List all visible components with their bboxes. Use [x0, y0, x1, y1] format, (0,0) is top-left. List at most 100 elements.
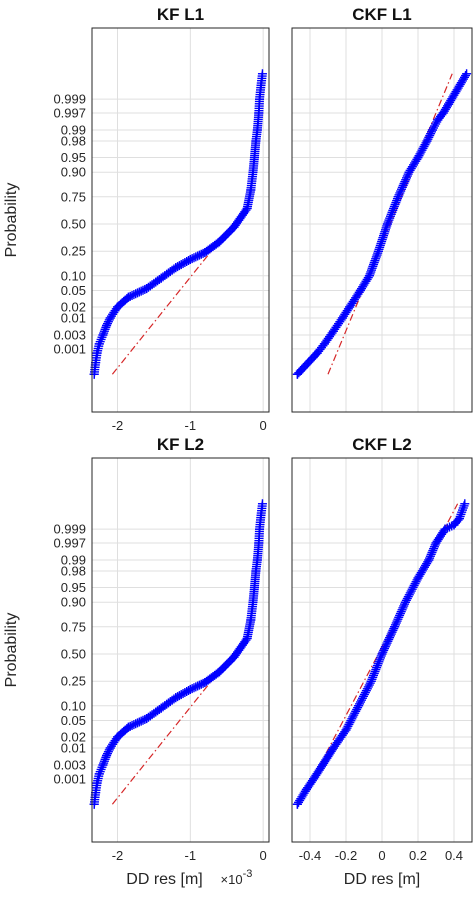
data-point	[98, 760, 108, 770]
data-marker	[387, 207, 397, 217]
x-tick-label: 0	[260, 418, 267, 433]
data-point	[229, 222, 239, 232]
y-tick-label: 0.10	[61, 268, 86, 283]
data-marker	[385, 213, 395, 223]
x-axis-label: DD res [m]	[344, 871, 420, 888]
data-point	[319, 339, 329, 349]
data-point	[373, 246, 383, 256]
data-marker	[459, 501, 469, 511]
data-point	[185, 254, 195, 264]
data-marker	[399, 601, 409, 611]
data-marker	[374, 657, 384, 667]
x-tick-label: -2	[112, 848, 124, 863]
data-point	[102, 320, 112, 330]
data-point	[156, 273, 166, 283]
data-marker	[391, 198, 401, 208]
data-marker	[102, 749, 112, 759]
x-tick-label: -2	[112, 418, 124, 433]
data-marker	[348, 712, 358, 722]
data-marker	[388, 205, 398, 215]
y-tick-label: 0.001	[53, 341, 86, 356]
panel-ckf-l1: CKF L1	[291, 5, 473, 413]
data-marker	[425, 553, 435, 563]
axes-frame	[291, 27, 473, 413]
data-marker	[396, 186, 406, 196]
data-marker	[392, 194, 402, 204]
data-marker	[386, 209, 396, 219]
data-marker	[102, 319, 112, 329]
data-marker	[397, 605, 407, 615]
data-point	[400, 597, 410, 607]
data-marker	[99, 326, 109, 336]
data-marker	[406, 586, 416, 596]
data-marker	[375, 653, 385, 663]
data-marker	[376, 651, 386, 661]
data-marker	[369, 670, 379, 680]
data-point	[292, 799, 302, 809]
data-point	[393, 192, 403, 202]
data-point	[355, 285, 365, 295]
data-point	[382, 219, 392, 229]
data-marker	[368, 672, 378, 682]
data-point	[438, 108, 448, 118]
y-tick-label: 0.001	[53, 771, 86, 786]
data-point	[444, 99, 454, 109]
y-tick-label: 0.98	[61, 134, 86, 149]
data-point	[257, 69, 267, 79]
y-tick-label: 0.95	[61, 580, 86, 595]
panel-title: CKF L2	[352, 435, 412, 454]
y-axis-label: Probability	[3, 183, 20, 258]
data-point	[105, 313, 115, 323]
data-marker	[383, 217, 393, 227]
data-point	[462, 69, 472, 79]
data-series	[89, 69, 267, 379]
x-axis-label: DD res [m]	[126, 871, 202, 888]
y-tick-label: 0.997	[53, 535, 86, 550]
data-marker	[100, 324, 110, 334]
y-tick-label: 0.99	[61, 553, 86, 568]
data-marker	[352, 704, 362, 714]
data-marker	[241, 205, 251, 215]
data-marker	[390, 200, 400, 210]
data-marker	[372, 661, 382, 671]
data-series	[292, 69, 472, 379]
data-marker	[384, 215, 394, 225]
y-tick-label: 0.90	[61, 165, 86, 180]
data-point	[171, 263, 181, 273]
data-marker	[349, 710, 359, 720]
data-point	[142, 714, 152, 724]
data-marker	[365, 678, 375, 688]
data-marker	[455, 511, 465, 521]
data-point	[254, 108, 264, 118]
data-point	[256, 510, 266, 520]
data-marker	[370, 667, 380, 677]
data-point	[257, 499, 267, 509]
data-marker	[404, 590, 414, 600]
data-point	[404, 167, 414, 177]
data-marker	[425, 551, 435, 561]
data-marker	[389, 624, 399, 634]
data-point	[92, 778, 102, 788]
data-marker	[429, 542, 439, 552]
data-marker	[397, 184, 407, 194]
data-point	[248, 597, 258, 607]
y-tick-label: 0.95	[61, 150, 86, 165]
y-tick-label: 0.01	[61, 740, 86, 755]
data-point	[449, 520, 459, 530]
data-point	[229, 652, 239, 662]
data-point	[123, 292, 133, 302]
data-marker	[427, 547, 437, 557]
data-point	[91, 788, 101, 798]
data-marker	[95, 337, 105, 347]
data-point	[242, 203, 252, 213]
data-marker	[369, 668, 379, 678]
data-marker	[103, 747, 113, 757]
y-tick-label: 0.25	[61, 674, 86, 689]
data-marker	[403, 592, 413, 602]
data-marker	[407, 584, 417, 594]
y-tick-label: 0.003	[53, 328, 86, 343]
data-marker	[101, 322, 111, 332]
data-marker	[427, 127, 436, 137]
y-tick-label: 0.10	[61, 698, 86, 713]
data-point	[246, 185, 256, 195]
